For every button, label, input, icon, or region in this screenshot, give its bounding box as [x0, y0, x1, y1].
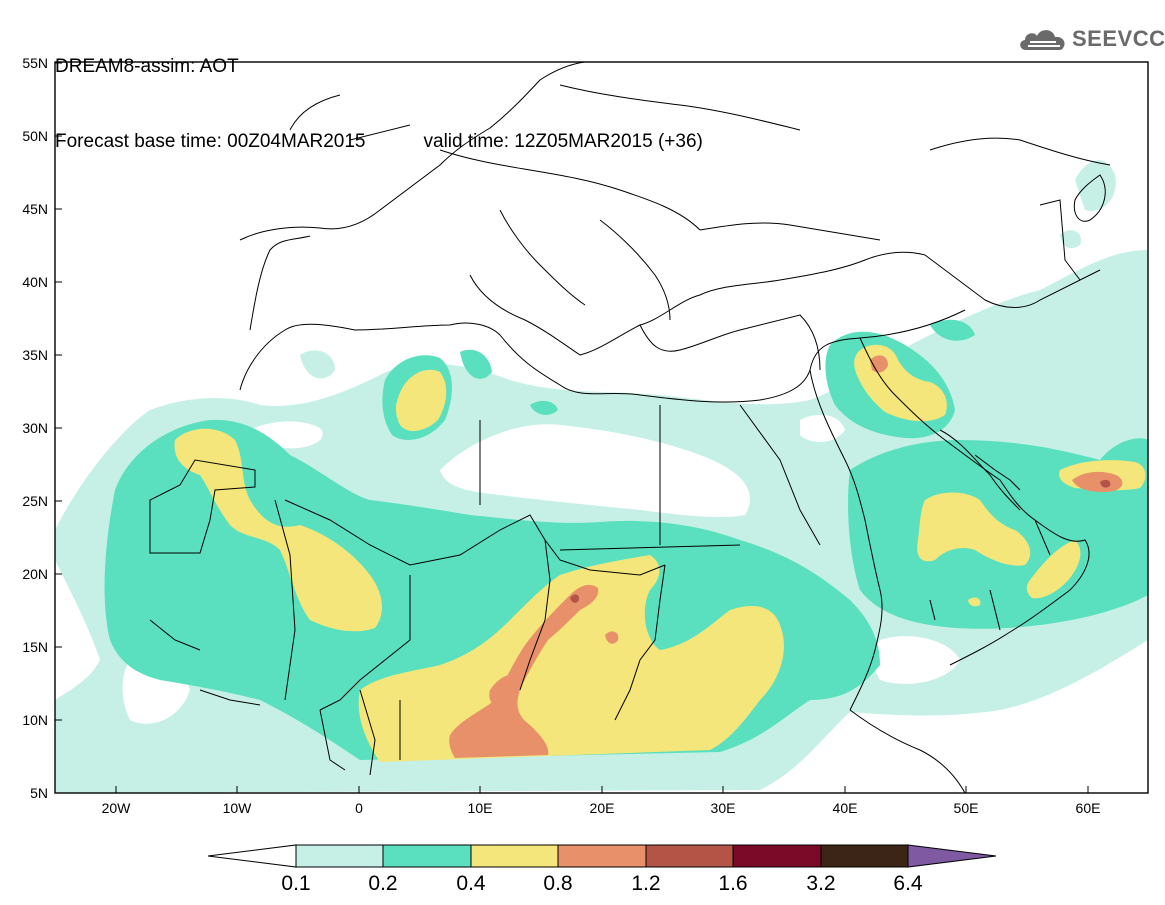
lat-label-40n: 40N	[22, 274, 48, 290]
colorbar-swatch-2	[382, 844, 472, 868]
lat-label-50n: 50N	[22, 128, 48, 144]
lon-label-50e: 50E	[954, 800, 979, 816]
lon-label-20w: 20W	[102, 800, 132, 816]
colorbar-label-0-4: 0.4	[456, 872, 486, 895]
country-borders	[149, 62, 1111, 793]
colorbar-label-1-6: 1.6	[718, 872, 747, 895]
colorbar-label-0-2: 0.2	[368, 872, 397, 895]
aot-field	[55, 160, 1148, 793]
map-header: DREAM8-assim: AOT Forecast base time: 00…	[55, 4, 703, 179]
colorbar-label-1-2: 1.2	[631, 872, 660, 895]
lon-axis: 20W 10W 0 10E 20E 30E 40E 50E 60E	[102, 786, 1101, 816]
seevccc-logo: SEEVCCC	[1018, 24, 1165, 54]
lon-label-10w: 10W	[223, 800, 253, 816]
lon-label-0: 0	[355, 800, 363, 816]
cloud-icon	[1020, 30, 1065, 50]
lat-label-45n: 45N	[22, 201, 48, 217]
lat-label-5n: 5N	[30, 785, 48, 801]
base-time-label: Forecast base time: 00Z04MAR2015	[55, 131, 366, 152]
lat-label-10n: 10N	[22, 712, 48, 728]
colorbar: 0.1 0.2 0.4 0.8 1.2 1.6 3.2 6.4	[207, 844, 997, 895]
chart-title: DREAM8-assim: AOT	[55, 56, 239, 77]
lat-label-15n: 15N	[22, 639, 48, 655]
aot-level-5	[570, 479, 1111, 603]
colorbar-label-0-1: 0.1	[281, 872, 310, 895]
aot-level-4	[449, 355, 1123, 758]
lon-label-40e: 40E	[833, 800, 858, 816]
logo-text: SEEVCCC	[1072, 26, 1165, 51]
colorbar-label-6-4: 6.4	[893, 872, 923, 895]
lon-label-30e: 30E	[711, 800, 736, 816]
lon-label-60e: 60E	[1076, 800, 1101, 816]
colorbar-label-0-8: 0.8	[543, 872, 572, 895]
colorbar-swatch-6	[732, 844, 822, 868]
lat-label-30n: 30N	[22, 420, 48, 436]
lat-axis: 5N 10N 15N 20N 25N 30N 35N 40N 45N 50N 5…	[22, 55, 62, 801]
aot-level-3	[174, 344, 1146, 762]
colorbar-label-3-2: 3.2	[806, 872, 835, 895]
aot-low-gap	[55, 414, 960, 724]
colorbar-swatch-3	[470, 844, 559, 868]
colorbar-swatch-4	[557, 844, 647, 868]
lat-label-25n: 25N	[22, 493, 48, 509]
colorbar-swatch-5	[645, 844, 734, 868]
lat-label-55n: 55N	[22, 55, 48, 71]
lat-label-20n: 20N	[22, 566, 48, 582]
colorbar-swatch-7	[820, 844, 909, 868]
colorbar-upper-arrow	[907, 844, 997, 868]
lat-label-35n: 35N	[22, 347, 48, 363]
colorbar-swatch-1	[295, 844, 384, 868]
colorbar-lower-arrow	[207, 844, 297, 868]
lon-label-10e: 10E	[468, 800, 493, 816]
valid-time-label: valid time: 12Z05MAR2015 (+36)	[423, 131, 703, 152]
lon-label-20e: 20E	[590, 800, 615, 816]
